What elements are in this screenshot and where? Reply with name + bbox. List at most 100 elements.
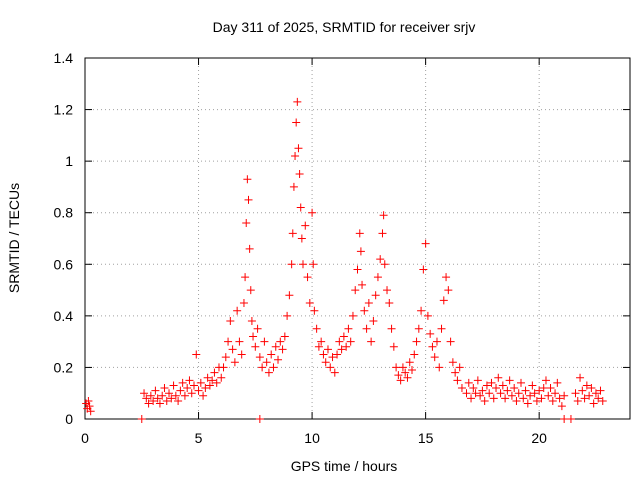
data-point [158,391,167,400]
x-axis-title: GPS time / hours [291,458,398,474]
data-point [217,373,226,382]
data-point [299,260,307,269]
data-point [364,298,373,307]
data-point [537,394,546,403]
data-point [356,247,365,256]
data-point [532,396,541,405]
y-axis-title: SRMTID / TECUs [6,183,22,293]
data-point [192,350,201,359]
data-point [355,229,364,238]
data-point [144,399,153,408]
data-point [242,219,251,228]
data-point [199,391,208,400]
data-point [314,342,323,351]
data-point [308,208,317,217]
data-point [288,229,297,238]
data-point [507,391,516,400]
axis-ticks [84,57,630,420]
data-point [301,221,310,230]
data-point [376,255,385,264]
data-point [442,273,451,282]
data-point [553,378,562,387]
data-point [294,144,303,153]
data-point [380,260,389,269]
data-point [244,195,253,204]
data-point [503,386,512,395]
data-point [566,415,575,423]
data-point [426,329,435,338]
data-point [580,394,589,403]
data-point [246,286,255,295]
y-tick-label: 0 [65,411,73,427]
data-point [205,381,214,390]
data-point [555,394,564,403]
data-point [548,396,557,405]
data-point [297,234,306,243]
data-point [149,396,158,405]
data-point [171,391,180,400]
data-point [596,386,605,395]
data-point [473,376,482,385]
data-point [448,358,457,367]
data-point [160,384,169,393]
data-point [165,389,174,398]
data-point [293,97,302,106]
data-point [333,350,342,359]
data-point [260,337,269,346]
data-point [249,332,258,341]
data-point [582,381,591,390]
data-point [471,389,480,398]
data-point [505,376,514,385]
data-point [287,260,296,269]
data-point [526,391,535,400]
data-point [291,151,300,160]
data-point [494,373,503,382]
data-point [451,368,460,377]
data-point [292,118,301,127]
plot-frame [84,57,631,420]
y-tick-label: 1.2 [54,102,74,118]
data-point [560,391,569,400]
x-tick-label: 20 [531,430,547,446]
data-point [389,342,398,351]
y-tick-label: 0.6 [54,256,74,272]
data-point [247,317,256,326]
data-point [464,378,473,387]
data-point [224,337,233,346]
data-point [321,358,330,367]
data-point [469,384,478,393]
data-point [196,378,205,387]
data-point [153,394,162,403]
data-point [423,311,432,320]
data-point [84,396,93,405]
data-point [578,386,587,395]
x-tick-label: 15 [418,430,434,446]
data-point [221,353,230,362]
data-point [178,378,187,387]
data-point [378,229,387,238]
data-point [383,286,392,295]
data-point [467,394,476,403]
data-point [243,175,252,184]
data-point [353,265,362,274]
data-point [585,391,594,400]
y-tick-label: 1 [65,153,73,169]
data-point [194,386,203,395]
data-point [403,373,412,382]
data-point [310,306,319,315]
data-point [169,381,178,390]
data-point [492,384,501,393]
data-point [85,402,94,411]
data-point [410,350,419,359]
x-tick-labels: 0 5 10 15 20 [81,430,547,446]
data-point [514,389,523,398]
data-point [392,363,401,372]
data-point [190,381,198,390]
data-point [512,396,521,405]
data-point [405,358,414,367]
data-point [251,342,260,351]
x-tick-label: 0 [81,430,89,446]
data-point [155,399,164,408]
data-point [285,291,294,300]
data-point [183,384,192,393]
